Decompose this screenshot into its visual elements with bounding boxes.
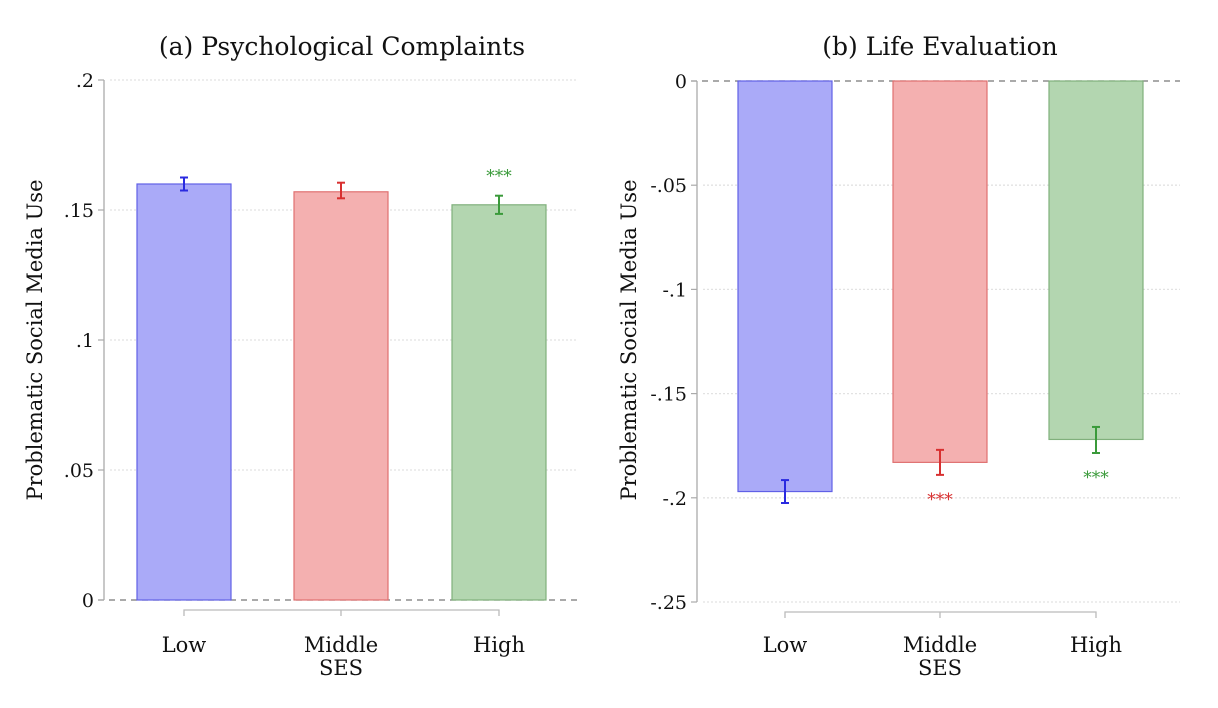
x-axis-label: SES xyxy=(918,656,962,680)
bar-middle xyxy=(892,80,988,463)
x-tick-label: High xyxy=(473,633,525,657)
y-axis-label: Problematic Social Media Use xyxy=(617,179,641,500)
y-tick-label: -.1 xyxy=(662,279,687,301)
y-tick-label: .15 xyxy=(64,200,94,222)
chart-title: (a) Psychological Complaints xyxy=(159,32,525,61)
y-tick-label: 0 xyxy=(675,71,687,93)
x-tick-label: Middle xyxy=(304,633,378,657)
panel-psychological-complaints: (a) Psychological Complaints Problematic… xyxy=(23,32,578,680)
x-tick-label: Middle xyxy=(903,633,977,657)
bar-low xyxy=(737,80,833,493)
bar-low xyxy=(136,183,232,601)
y-tick-label: -.25 xyxy=(650,592,687,614)
y-tick-label: -.2 xyxy=(662,488,687,510)
bar-high xyxy=(451,204,547,601)
x-axis-line xyxy=(784,611,1097,618)
significance-label: *** xyxy=(1083,468,1109,488)
y-tick-label: 0 xyxy=(82,590,94,612)
bar-middle xyxy=(293,191,389,601)
y-tick-label: -.05 xyxy=(650,175,687,197)
bar-high xyxy=(1048,80,1144,441)
x-axis-label: SES xyxy=(319,656,363,680)
y-tick-label: .1 xyxy=(76,330,94,352)
x-tick-label: High xyxy=(1070,633,1122,657)
y-tick-label: .2 xyxy=(76,70,94,92)
significance-label: *** xyxy=(486,167,512,187)
x-tick-label: Low xyxy=(763,633,808,657)
chart-title: (b) Life Evaluation xyxy=(822,32,1058,61)
x-axis-line xyxy=(183,609,500,616)
y-tick-label: -.15 xyxy=(650,384,687,406)
y-tick-label: .05 xyxy=(64,460,94,482)
panel-life-evaluation: (b) Life Evaluation Problematic Social M… xyxy=(617,32,1180,680)
x-tick-label: Low xyxy=(162,633,207,657)
y-axis-label: Problematic Social Media Use xyxy=(23,179,47,500)
significance-label: *** xyxy=(927,490,953,510)
